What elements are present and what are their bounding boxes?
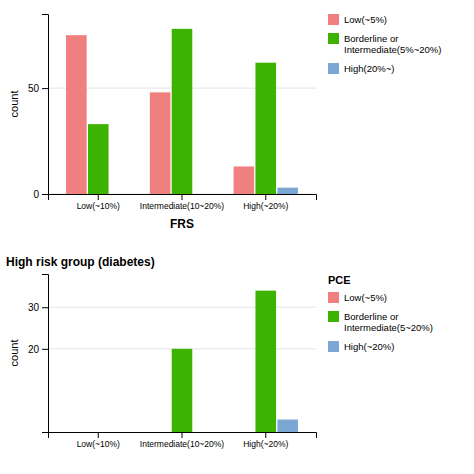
text-line: Borderline or bbox=[344, 311, 398, 322]
tick-label: Low(~10%) bbox=[77, 439, 120, 449]
legend-item: High(20%~) bbox=[328, 63, 394, 74]
chart-title: High risk group (diabetes) bbox=[6, 255, 155, 269]
tick-label: Low(~10%) bbox=[77, 201, 120, 211]
bar bbox=[194, 194, 215, 195]
legend-label: High(20%~) bbox=[344, 63, 394, 74]
tick-mark bbox=[42, 307, 48, 308]
y-tick: 30 bbox=[28, 302, 48, 313]
bar bbox=[194, 432, 215, 433]
legend-swatch bbox=[328, 14, 339, 25]
y-tick: 50 bbox=[28, 83, 48, 94]
bar bbox=[172, 349, 193, 432]
tick-label: Intermediate(10~20%) bbox=[140, 201, 225, 211]
y-tick: 0 bbox=[33, 189, 48, 200]
x-tick: Low(~10%) bbox=[77, 432, 120, 449]
tick-mark bbox=[42, 349, 48, 350]
bar bbox=[234, 166, 255, 194]
tick-label: 20 bbox=[28, 344, 40, 355]
bar bbox=[255, 291, 276, 432]
text-line: Low(~5%) bbox=[344, 292, 387, 303]
tick-label: High(~20%) bbox=[243, 439, 288, 449]
bar bbox=[110, 432, 131, 433]
tick-mark bbox=[42, 88, 48, 89]
legend-item: High(~20%) bbox=[328, 341, 394, 352]
bar bbox=[150, 432, 171, 433]
text-line: High(20%~) bbox=[344, 63, 394, 74]
legend-label: Borderline or Intermediate(5~20%) bbox=[344, 311, 433, 333]
bar bbox=[277, 420, 298, 432]
x-axis: Low(~10%) Intermediate(10~20%) High(~20%) bbox=[49, 432, 317, 449]
x-tick: Low(~10%) bbox=[77, 194, 120, 211]
x-axis-title: FRS bbox=[170, 217, 194, 231]
bar bbox=[234, 432, 255, 433]
y-axis: 2030 bbox=[28, 275, 49, 433]
legend-item: Low(~5%) bbox=[328, 14, 387, 25]
legend-title: PCE bbox=[328, 274, 351, 286]
x-tick: High(~20%) bbox=[243, 194, 288, 211]
bar bbox=[277, 188, 298, 194]
plot: 2030Low(~10%)Intermediate(10~20%)High(~2… bbox=[28, 275, 317, 450]
tick-label: 30 bbox=[28, 302, 40, 313]
legend: PCE Low(~5%) Borderline or Intermediate(5~… bbox=[328, 274, 433, 352]
text-line: Borderline or bbox=[344, 33, 398, 44]
legend-label: Low(~5%) bbox=[344, 14, 387, 25]
tick-mark bbox=[182, 432, 183, 438]
tick-mark bbox=[265, 194, 266, 200]
chart-canvas: 0 50 Low(~10%) Intermediate(10~20%) High(~20… bbox=[0, 0, 474, 474]
text-line: Intermediate(5%~20%) bbox=[344, 44, 441, 55]
axis-line bbox=[49, 433, 317, 439]
bars bbox=[66, 29, 298, 194]
legend-swatch bbox=[328, 33, 339, 44]
tick-label: High(~20%) bbox=[243, 201, 288, 211]
legend-swatch bbox=[328, 292, 339, 303]
x-tick: Intermediate(10~20%) bbox=[140, 194, 225, 211]
bar bbox=[66, 35, 87, 194]
bar bbox=[150, 92, 171, 194]
bar-series bbox=[172, 291, 276, 432]
legend-swatch bbox=[328, 311, 339, 322]
tick-label: 50 bbox=[28, 83, 40, 94]
tick-label: 0 bbox=[33, 189, 39, 200]
axis-line bbox=[42, 15, 49, 195]
legend: Low(~5%) Borderline or Intermediate(5%~20… bbox=[328, 14, 441, 74]
bar-series bbox=[277, 188, 298, 194]
y-axis: 0 50 bbox=[28, 15, 49, 200]
axis-line bbox=[49, 195, 317, 201]
legend-label: Low(~5%) bbox=[344, 292, 387, 303]
bar bbox=[88, 432, 109, 433]
plot: 0 50 Low(~10%) Intermediate(10~20%) High(~20… bbox=[28, 15, 317, 212]
text-line: High(~20%) bbox=[344, 341, 394, 352]
y-tick: 20 bbox=[28, 344, 48, 355]
legend-item: Borderline or Intermediate(5~20%) bbox=[328, 311, 433, 333]
bar bbox=[110, 194, 131, 195]
x-tick: High(~20%) bbox=[243, 432, 288, 449]
tick-mark bbox=[182, 194, 183, 200]
bar bbox=[255, 63, 276, 194]
bar bbox=[66, 432, 87, 433]
y-axis-title: count bbox=[8, 91, 20, 118]
y-axis-title: count bbox=[8, 340, 20, 367]
legend-swatch bbox=[328, 341, 339, 352]
bar-series bbox=[88, 29, 276, 194]
legend-label: High(~20%) bbox=[344, 341, 394, 352]
legend-label: Borderline or Intermediate(5%~20%) bbox=[344, 33, 441, 55]
legend-item: Borderline or Intermediate(5%~20%) bbox=[328, 33, 441, 55]
tick-mark bbox=[98, 194, 99, 200]
bars bbox=[172, 291, 298, 432]
tick-mark bbox=[265, 432, 266, 438]
legend-swatch bbox=[328, 63, 339, 74]
bar-series bbox=[277, 420, 298, 432]
tick-label: Intermediate(10~20%) bbox=[140, 439, 225, 449]
bar-series bbox=[66, 35, 254, 194]
text-line: Intermediate(5~20%) bbox=[344, 322, 433, 333]
tick-mark bbox=[42, 194, 48, 195]
bar bbox=[172, 29, 193, 194]
x-tick: Intermediate(10~20%) bbox=[140, 432, 225, 449]
text-line: Low(~5%) bbox=[344, 14, 387, 25]
axis-line bbox=[42, 275, 49, 433]
x-axis: Low(~10%) Intermediate(10~20%) High(~20%) bbox=[49, 194, 317, 211]
bar bbox=[88, 124, 109, 194]
tick-mark bbox=[98, 432, 99, 438]
legend-item: Low(~5%) bbox=[328, 292, 387, 303]
